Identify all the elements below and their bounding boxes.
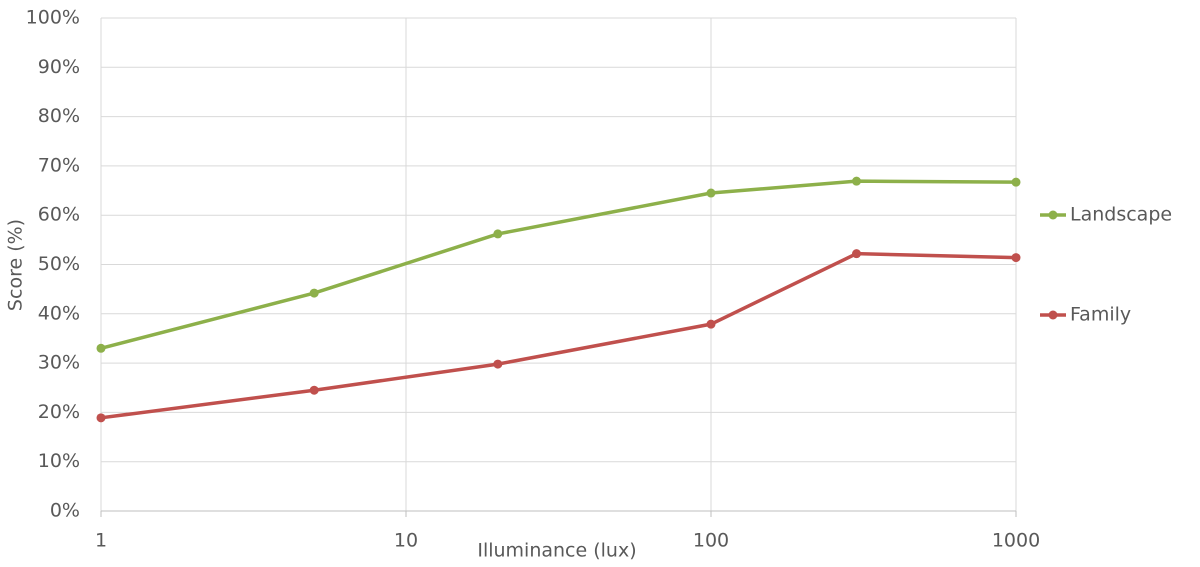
data-point (96, 343, 106, 353)
data-point (309, 385, 319, 395)
y-tick-label: 20% (38, 401, 80, 423)
y-tick-label: 100% (26, 7, 80, 29)
legend-label: Family (1070, 304, 1131, 326)
data-point (96, 413, 106, 423)
y-tick-label: 80% (38, 105, 80, 127)
y-tick-label: 30% (38, 352, 80, 374)
data-point (493, 359, 503, 369)
y-tick-label: 70% (38, 154, 80, 176)
data-point (1011, 177, 1021, 187)
x-tick-label: 1000 (992, 530, 1040, 552)
data-point (1011, 253, 1021, 263)
legend-marker (1048, 310, 1058, 320)
y-tick-label: 10% (38, 450, 80, 472)
y-tick-label: 50% (38, 253, 80, 275)
data-point (706, 188, 716, 198)
y-tick-label: 40% (38, 302, 80, 324)
data-point (852, 249, 862, 259)
y-axis-label: Score (%) (5, 219, 27, 311)
legend-label: Landscape (1070, 204, 1172, 226)
x-tick-label: 1 (95, 530, 107, 552)
data-point (309, 288, 319, 298)
series-line (100, 251, 1017, 420)
legend-marker (1048, 210, 1058, 220)
y-tick-label: 90% (38, 56, 80, 78)
data-point (852, 176, 862, 186)
x-tick-label: 10 (394, 530, 418, 552)
x-axis-label: Illuminance (lux) (477, 540, 636, 562)
data-point (706, 319, 716, 329)
series-line (100, 179, 1017, 351)
y-tick-label: 0% (50, 500, 80, 522)
x-tick-label: 100 (693, 530, 729, 552)
y-tick-label: 60% (38, 204, 80, 226)
data-point (493, 229, 503, 239)
